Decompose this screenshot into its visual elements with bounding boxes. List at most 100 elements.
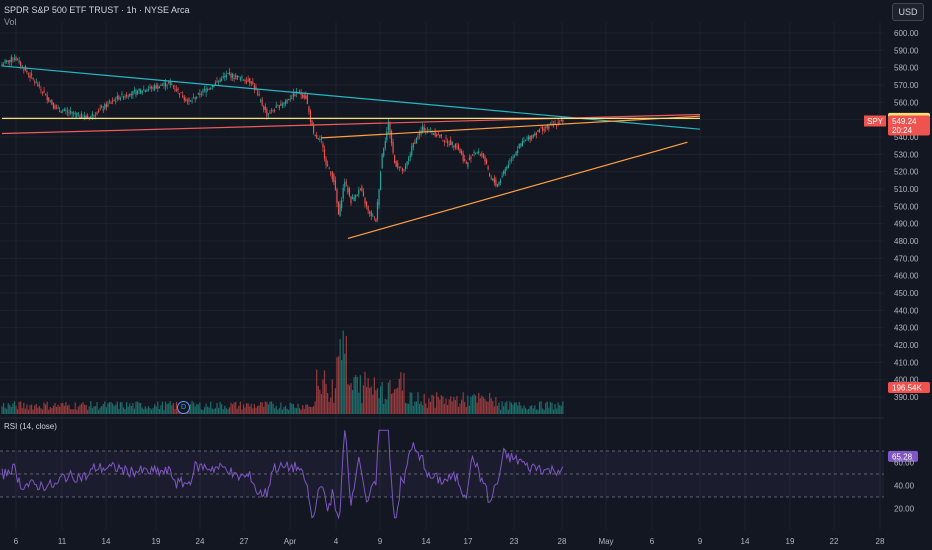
candle-body — [147, 89, 150, 91]
candle-body — [436, 134, 438, 137]
volume-bar — [548, 407, 550, 414]
volume-bar — [489, 392, 491, 414]
volume-bar — [222, 409, 224, 414]
trendlines[interactable] — [1, 65, 701, 239]
volume-bar — [65, 402, 67, 414]
volume-bar — [369, 388, 371, 414]
volume-bar — [57, 404, 59, 414]
dividend-badge[interactable]: D — [177, 401, 190, 414]
volume-bar — [144, 406, 146, 414]
volume-bar — [235, 401, 237, 414]
candle-body — [517, 149, 519, 153]
candle-body — [445, 137, 447, 139]
price-tick-label: 590.00 — [894, 46, 919, 55]
volume-bar — [509, 401, 511, 414]
candle-body — [404, 165, 407, 170]
volume-bar — [524, 407, 527, 414]
volume-bar — [82, 402, 84, 414]
candle-body — [395, 161, 397, 167]
volume-bar — [356, 376, 358, 414]
volume-bar — [467, 395, 469, 414]
volume-bar — [133, 408, 136, 414]
candle-body — [390, 130, 393, 144]
red-trendline — [1, 113, 701, 135]
candle-body — [266, 109, 268, 117]
candle-body — [274, 110, 276, 111]
candle-body — [351, 197, 354, 200]
candle-body — [91, 113, 93, 117]
price-axis[interactable]: 600.00590.00580.00570.00560.00550.00540.… — [864, 0, 932, 550]
volume-bar — [127, 406, 129, 414]
volume-bar — [531, 405, 533, 414]
rsi-panel — [0, 429, 884, 520]
volume-bar — [146, 408, 148, 414]
candle-body — [535, 132, 537, 135]
volume-bar — [68, 404, 70, 414]
volume-bar — [90, 401, 92, 414]
candle-body — [129, 93, 131, 97]
candle-body — [431, 133, 433, 135]
candle-body — [227, 73, 229, 74]
candle-body — [482, 153, 485, 158]
volume-bar — [258, 405, 260, 414]
candle-body — [29, 75, 31, 78]
volume-bar — [384, 398, 386, 414]
candle-body — [512, 156, 514, 159]
candle-body — [409, 154, 411, 159]
time-tick-label: 11 — [58, 537, 67, 546]
volume-bar — [233, 402, 235, 414]
candle-body — [132, 91, 134, 96]
volume-bar — [16, 409, 19, 414]
candle-body — [97, 110, 100, 113]
volume-bar — [238, 405, 240, 414]
volume-bar — [353, 377, 355, 414]
price-tick-label: 600.00 — [894, 29, 919, 38]
candle-body — [473, 151, 475, 153]
candle-body — [513, 154, 516, 156]
volume-bar — [102, 403, 104, 414]
rsi-tick-label: 20.00 — [894, 505, 915, 514]
candle-body — [448, 143, 450, 145]
volume-bar — [498, 402, 500, 414]
time-axis[interactable]: 6 11 14 19 24 27 Apr 4 9 14 17 23 28 May 6 9 14 19 22 28 — [0, 533, 932, 550]
volume-bar — [278, 408, 280, 414]
volume-bar — [348, 385, 351, 414]
volume-bar — [450, 396, 452, 414]
time-tick-label: 24 — [196, 537, 205, 546]
candle-body — [76, 113, 78, 117]
candle-body — [292, 92, 294, 97]
volume-bar — [465, 407, 467, 414]
price-tick-label: 490.00 — [894, 220, 919, 229]
volume-bar — [46, 401, 48, 414]
candle-body — [298, 91, 301, 94]
candle-body — [275, 105, 277, 108]
candle-body — [90, 115, 92, 118]
candle-body — [216, 81, 218, 82]
candle-body — [107, 103, 109, 107]
candle-body — [526, 138, 528, 140]
volume-bar — [313, 406, 315, 414]
candle-body — [149, 86, 151, 89]
candle-body — [116, 95, 118, 100]
candle-body — [27, 73, 30, 75]
volume-bar — [537, 409, 539, 414]
candle-body — [158, 86, 160, 89]
volume-bar — [350, 383, 352, 414]
volume-bar — [119, 402, 122, 414]
rsi-value-label: 65.28 — [892, 452, 913, 461]
candle-body — [23, 69, 25, 71]
volume-bar — [302, 405, 304, 414]
candle-body — [446, 140, 449, 144]
currency-button[interactable]: USD — [892, 3, 924, 21]
volume-bar — [113, 405, 115, 414]
price-label: 549.24 — [892, 117, 917, 126]
candle-body — [238, 76, 240, 77]
volume-bar — [557, 402, 559, 414]
volume-bar — [445, 398, 447, 414]
candle-body — [69, 111, 72, 113]
volume-bar — [126, 402, 128, 414]
candle-body — [250, 81, 252, 84]
rsi-indicator-label[interactable]: RSI (14, close) — [4, 422, 57, 431]
volume-bar — [451, 401, 453, 414]
